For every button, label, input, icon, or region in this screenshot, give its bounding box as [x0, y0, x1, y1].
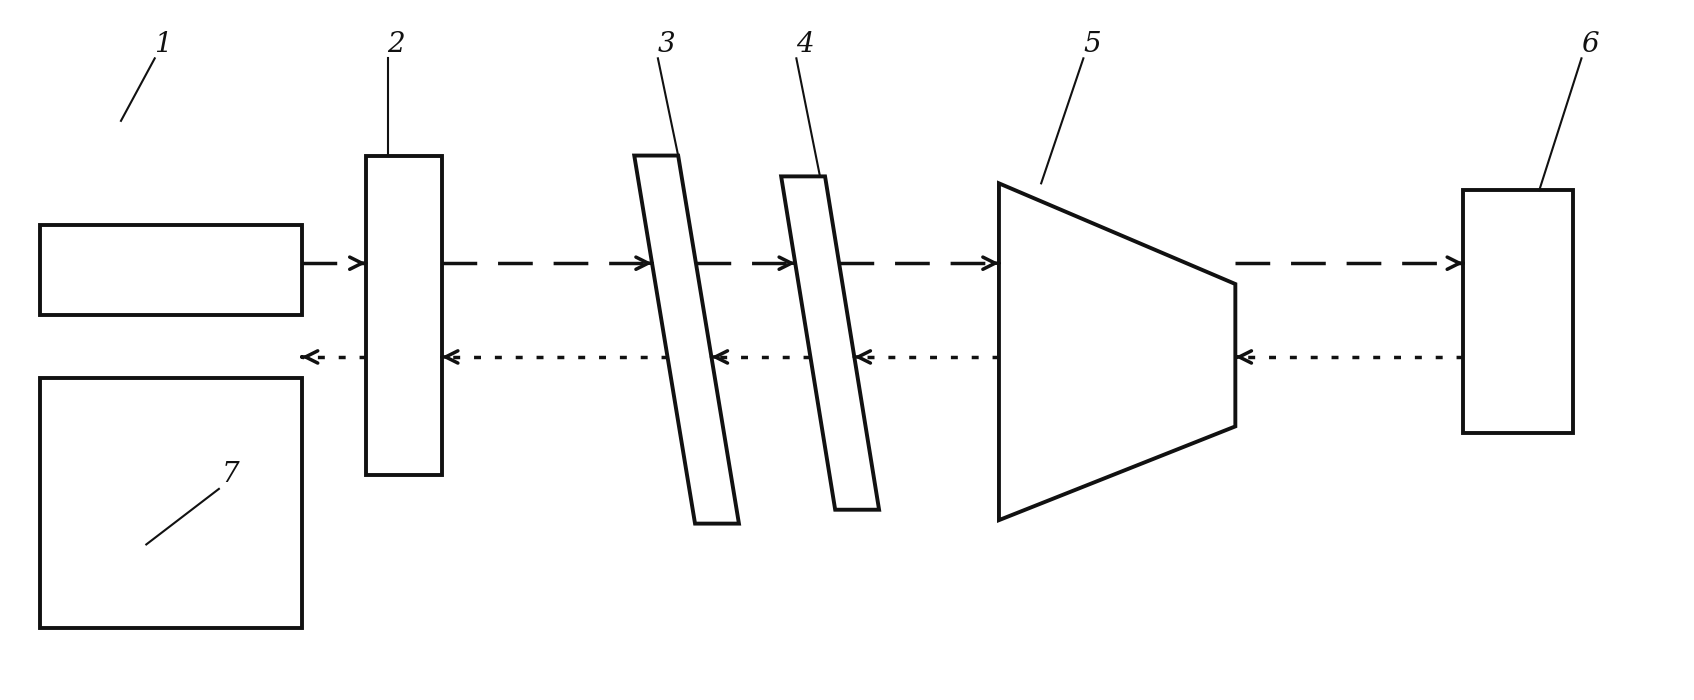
Text: 2: 2	[388, 31, 405, 58]
Polygon shape	[781, 176, 879, 510]
Bar	[1464, 190, 1574, 433]
Text: 6: 6	[1581, 31, 1599, 58]
Bar	[41, 378, 302, 628]
Text: 1: 1	[154, 31, 173, 58]
Bar	[41, 225, 302, 315]
Bar	[366, 155, 442, 475]
Text: 5: 5	[1082, 31, 1101, 58]
Text: 4: 4	[796, 31, 813, 58]
Polygon shape	[634, 155, 739, 524]
Text: 7: 7	[222, 461, 239, 489]
Polygon shape	[999, 183, 1235, 520]
Text: 3: 3	[657, 31, 676, 58]
